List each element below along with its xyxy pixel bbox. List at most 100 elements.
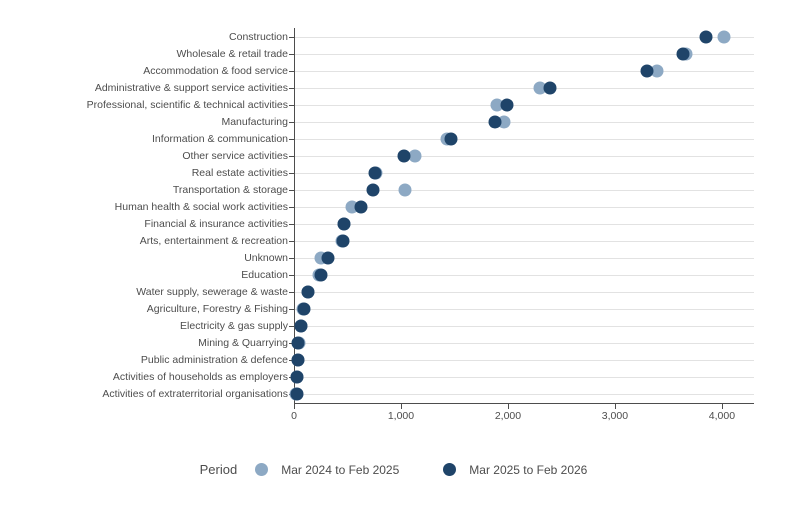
gridline xyxy=(294,224,754,226)
y-axis-tick-label: Agriculture, Forestry & Fishing xyxy=(146,303,288,316)
y-axis-tick-label: Other service activities xyxy=(182,149,288,162)
data-point[interactable] xyxy=(488,115,502,129)
x-axis-tick xyxy=(614,404,616,409)
gridline xyxy=(294,189,754,191)
gridline xyxy=(294,275,754,277)
y-axis-tick xyxy=(289,241,294,243)
y-axis-tick xyxy=(289,326,294,328)
x-axis-tick xyxy=(294,404,295,409)
data-point[interactable] xyxy=(291,353,305,367)
data-point[interactable] xyxy=(337,217,351,231)
plot-area xyxy=(289,28,754,403)
gridline xyxy=(294,121,754,123)
data-point[interactable] xyxy=(314,268,328,282)
gridline xyxy=(294,394,754,396)
y-axis-tick xyxy=(289,292,294,294)
legend-item-previous-period[interactable]: Mar 2024 to Feb 2025 xyxy=(255,463,399,477)
data-point[interactable] xyxy=(650,64,664,78)
y-axis-tick-label: Human health & social work activities xyxy=(114,200,288,213)
x-axis-tick-label: 4,000 xyxy=(708,410,736,422)
data-point[interactable] xyxy=(444,132,458,146)
y-axis-tick xyxy=(289,224,294,226)
y-axis-tick-label: Water supply, sewerage & waste xyxy=(136,286,288,299)
gridline xyxy=(294,258,754,260)
y-axis-tick xyxy=(289,155,294,157)
y-axis-tick xyxy=(289,87,294,89)
data-point[interactable] xyxy=(336,234,350,248)
legend-title: Period xyxy=(199,462,238,477)
gridline xyxy=(294,377,754,379)
legend-item-current-period[interactable]: Mar 2025 to Feb 2026 xyxy=(443,463,587,477)
y-axis-tick-label: Electricity & gas supply xyxy=(180,320,288,333)
gridline xyxy=(294,172,754,174)
data-point[interactable] xyxy=(543,81,557,95)
data-point[interactable] xyxy=(294,319,308,333)
gridline xyxy=(294,155,754,157)
data-point[interactable] xyxy=(291,336,305,350)
legend-label-current-period: Mar 2025 to Feb 2026 xyxy=(469,462,588,477)
gridline xyxy=(294,53,754,55)
x-axis-tick xyxy=(507,404,509,409)
gridline xyxy=(294,241,754,243)
x-axis-tick-label: 0 xyxy=(291,410,297,422)
gridline xyxy=(294,70,754,72)
y-axis-tick-label: Activities of extraterritorial organisat… xyxy=(102,388,288,401)
data-point[interactable] xyxy=(354,200,368,214)
data-point[interactable] xyxy=(321,251,335,265)
x-axis-tick xyxy=(400,404,402,409)
legend-label-previous-period: Mar 2024 to Feb 2025 xyxy=(281,462,400,477)
x-axis-tick xyxy=(721,404,723,409)
gridline xyxy=(294,104,754,106)
circle-marker-icon xyxy=(255,463,269,476)
y-axis-tick xyxy=(289,189,294,191)
gridline xyxy=(294,36,754,38)
data-point[interactable] xyxy=(290,370,304,384)
y-axis-tick-label: Professional, scientific & technical act… xyxy=(86,98,288,111)
legend: Period Mar 2024 to Feb 2025 Mar 2025 to … xyxy=(0,462,787,477)
y-axis-tick-label: Activities of households as employers xyxy=(112,371,288,384)
data-point[interactable] xyxy=(301,285,315,299)
y-axis-tick-label: Arts, entertainment & recreation xyxy=(139,235,288,248)
data-point[interactable] xyxy=(717,30,731,44)
data-point[interactable] xyxy=(640,64,654,78)
data-point[interactable] xyxy=(676,47,690,61)
gridline xyxy=(294,360,754,362)
y-axis-tick-label: Mining & Quarrying xyxy=(198,337,288,350)
y-axis-tick-label: Manufacturing xyxy=(221,115,288,128)
y-axis-tick xyxy=(289,343,294,345)
y-axis-tick-label: Public administration & defence xyxy=(140,354,288,367)
y-axis-category-labels: Construction Wholesale & retail trade Acco… xyxy=(0,28,288,403)
y-axis-tick-label: Education xyxy=(241,269,288,282)
data-point[interactable] xyxy=(500,98,514,112)
data-point[interactable] xyxy=(297,302,311,316)
y-axis-tick xyxy=(289,172,294,174)
y-axis-tick-label: Transportation & storage xyxy=(172,183,288,196)
gridline xyxy=(294,206,754,208)
data-point[interactable] xyxy=(290,387,304,401)
y-axis-tick-label: Unknown xyxy=(244,252,288,265)
data-point[interactable] xyxy=(397,149,411,163)
y-axis-tick-label: Wholesale & retail trade xyxy=(176,47,288,60)
y-axis-tick-label: Administrative & support service activit… xyxy=(94,81,288,94)
y-axis-tick-label: Real estate activities xyxy=(191,166,288,179)
y-axis-tick xyxy=(289,138,294,140)
gridline xyxy=(294,326,754,328)
y-axis-tick-label: Accommodation & food service xyxy=(143,64,288,77)
y-axis-tick-label: Financial & insurance activities xyxy=(144,218,288,231)
y-axis-tick xyxy=(289,104,294,106)
y-axis-tick xyxy=(289,53,294,55)
circle-marker-icon xyxy=(443,463,457,476)
data-point[interactable] xyxy=(398,183,412,197)
data-point[interactable] xyxy=(699,30,713,44)
y-axis-tick-label: Information & communication xyxy=(152,132,288,145)
x-axis-tick-label: 2,000 xyxy=(494,410,522,422)
data-point[interactable] xyxy=(368,166,382,180)
gridline xyxy=(294,138,754,140)
data-point[interactable] xyxy=(366,183,380,197)
data-point[interactable] xyxy=(408,149,422,163)
y-axis-tick xyxy=(289,70,294,72)
y-axis-tick-label: Construction xyxy=(229,30,288,43)
gridline xyxy=(294,87,754,89)
x-axis-tick-label: 3,000 xyxy=(601,410,629,422)
x-axis-tick-label: 1,000 xyxy=(387,410,415,422)
